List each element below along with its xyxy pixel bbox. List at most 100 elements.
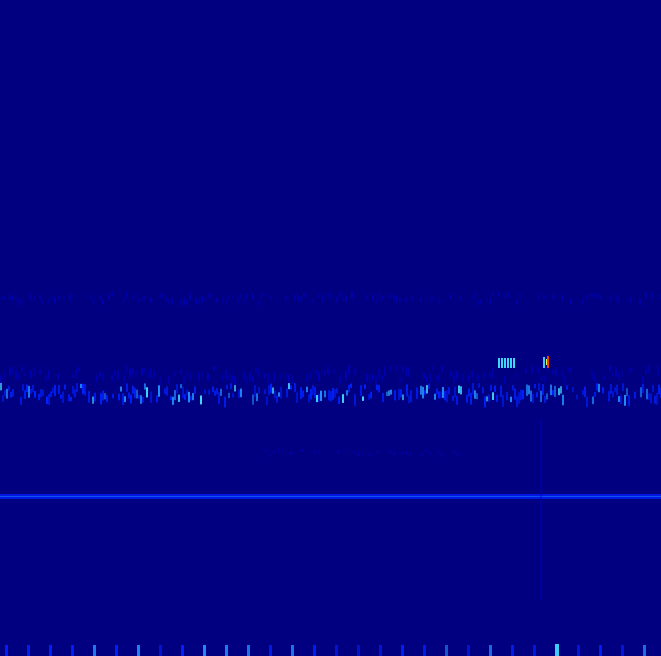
band-strong	[130, 394, 132, 404]
band-faint-upper	[591, 293, 593, 298]
band-strong	[518, 392, 520, 404]
band-faint-mid	[381, 375, 383, 382]
band-faint-mid	[378, 369, 380, 379]
band-strong	[320, 390, 322, 401]
bottom-pulse	[27, 645, 30, 656]
band-strong	[138, 394, 140, 399]
band-strong	[364, 384, 366, 389]
band-faint-upper	[102, 299, 104, 305]
band-faint-lower	[269, 453, 272, 457]
band-faint-upper	[342, 296, 344, 301]
bottom-pulse	[203, 645, 206, 656]
band-faint-lower	[421, 453, 424, 457]
band-faint-upper	[492, 292, 494, 296]
band-faint-upper	[63, 295, 65, 300]
band-faint-mid	[129, 368, 131, 379]
bottom-pulse	[137, 645, 140, 656]
band-faint-mid	[525, 368, 527, 373]
band-strong	[76, 383, 78, 393]
band-strong	[452, 395, 454, 401]
band-strong	[170, 396, 172, 401]
band-faint-upper	[294, 294, 296, 300]
band-strong	[354, 394, 356, 406]
band-faint-mid	[375, 376, 377, 385]
band-strong	[500, 385, 502, 398]
band-strong	[536, 392, 538, 398]
band-strong	[416, 387, 418, 399]
band-faint-upper	[630, 297, 632, 303]
band-faint-mid	[372, 374, 374, 381]
band-strong	[74, 389, 76, 398]
band-strong	[544, 396, 546, 403]
band-strong	[658, 384, 660, 395]
band-faint-upper	[351, 292, 353, 299]
band-faint-upper	[270, 294, 272, 300]
band-faint-mid	[30, 369, 32, 378]
band-strong	[290, 385, 292, 390]
band-strong	[238, 389, 240, 398]
band-faint-mid	[570, 367, 572, 373]
band-faint-mid	[24, 372, 26, 377]
band-strong	[582, 390, 584, 395]
band-strong	[468, 388, 470, 397]
bottom-pulse	[577, 645, 580, 656]
band-faint-upper	[171, 299, 173, 305]
band-strong	[214, 390, 216, 396]
band-strong	[226, 384, 228, 390]
band-faint-upper	[21, 299, 23, 304]
band-strong	[546, 393, 548, 400]
hot-burst	[547, 356, 549, 368]
band-strong	[106, 395, 108, 403]
band-faint-upper	[330, 294, 332, 299]
band-strong	[208, 389, 210, 395]
band-faint-upper	[405, 296, 407, 302]
band-faint-upper	[15, 296, 17, 302]
band-strong	[258, 387, 260, 394]
band-strong	[12, 389, 14, 397]
band-faint-upper	[108, 293, 110, 300]
band-strong	[58, 385, 60, 394]
band-faint-upper	[138, 298, 140, 302]
band-faint-mid	[186, 371, 188, 377]
band-strong	[136, 389, 138, 399]
band-faint-mid	[648, 365, 650, 372]
bright-burst	[504, 358, 506, 368]
band-strong	[140, 395, 142, 404]
band-faint-upper	[198, 299, 200, 305]
band-faint-lower	[457, 453, 460, 457]
band-strong	[400, 389, 402, 398]
band-faint-upper	[381, 295, 383, 302]
band-faint-mid	[561, 369, 563, 378]
band-faint-mid	[213, 365, 215, 371]
band-strong	[26, 384, 28, 392]
band-strong	[534, 383, 536, 389]
band-strong	[440, 391, 442, 399]
band-strong	[626, 388, 628, 397]
band-faint-upper	[477, 299, 479, 306]
band-strong	[434, 393, 436, 400]
band-strong	[334, 389, 336, 398]
band-faint-upper	[132, 295, 134, 300]
band-faint-upper	[498, 292, 500, 297]
band-faint-upper	[18, 299, 20, 307]
band-strong	[394, 390, 396, 401]
band-faint-mid	[546, 367, 548, 372]
band-faint-lower	[281, 449, 284, 453]
band-faint-mid	[174, 371, 176, 377]
bottom-pulse	[401, 645, 404, 656]
band-strong	[640, 387, 642, 398]
band-strong	[510, 396, 512, 403]
band-faint-mid	[327, 365, 329, 375]
band-strong	[126, 383, 128, 392]
band-strong	[70, 396, 72, 402]
band-strong	[270, 383, 272, 394]
band-faint-upper	[183, 297, 185, 304]
band-faint-upper	[54, 297, 56, 304]
band-faint-mid	[135, 370, 137, 377]
band-strong	[180, 384, 182, 389]
band-faint-upper	[372, 294, 374, 302]
band-faint-upper	[237, 296, 239, 304]
band-faint-mid	[504, 376, 506, 384]
band-strong	[448, 387, 450, 395]
band-strong	[514, 388, 516, 400]
